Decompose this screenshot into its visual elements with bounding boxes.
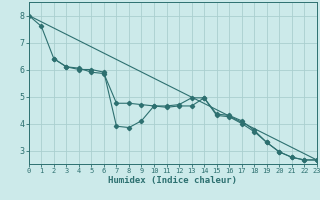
X-axis label: Humidex (Indice chaleur): Humidex (Indice chaleur)	[108, 176, 237, 185]
